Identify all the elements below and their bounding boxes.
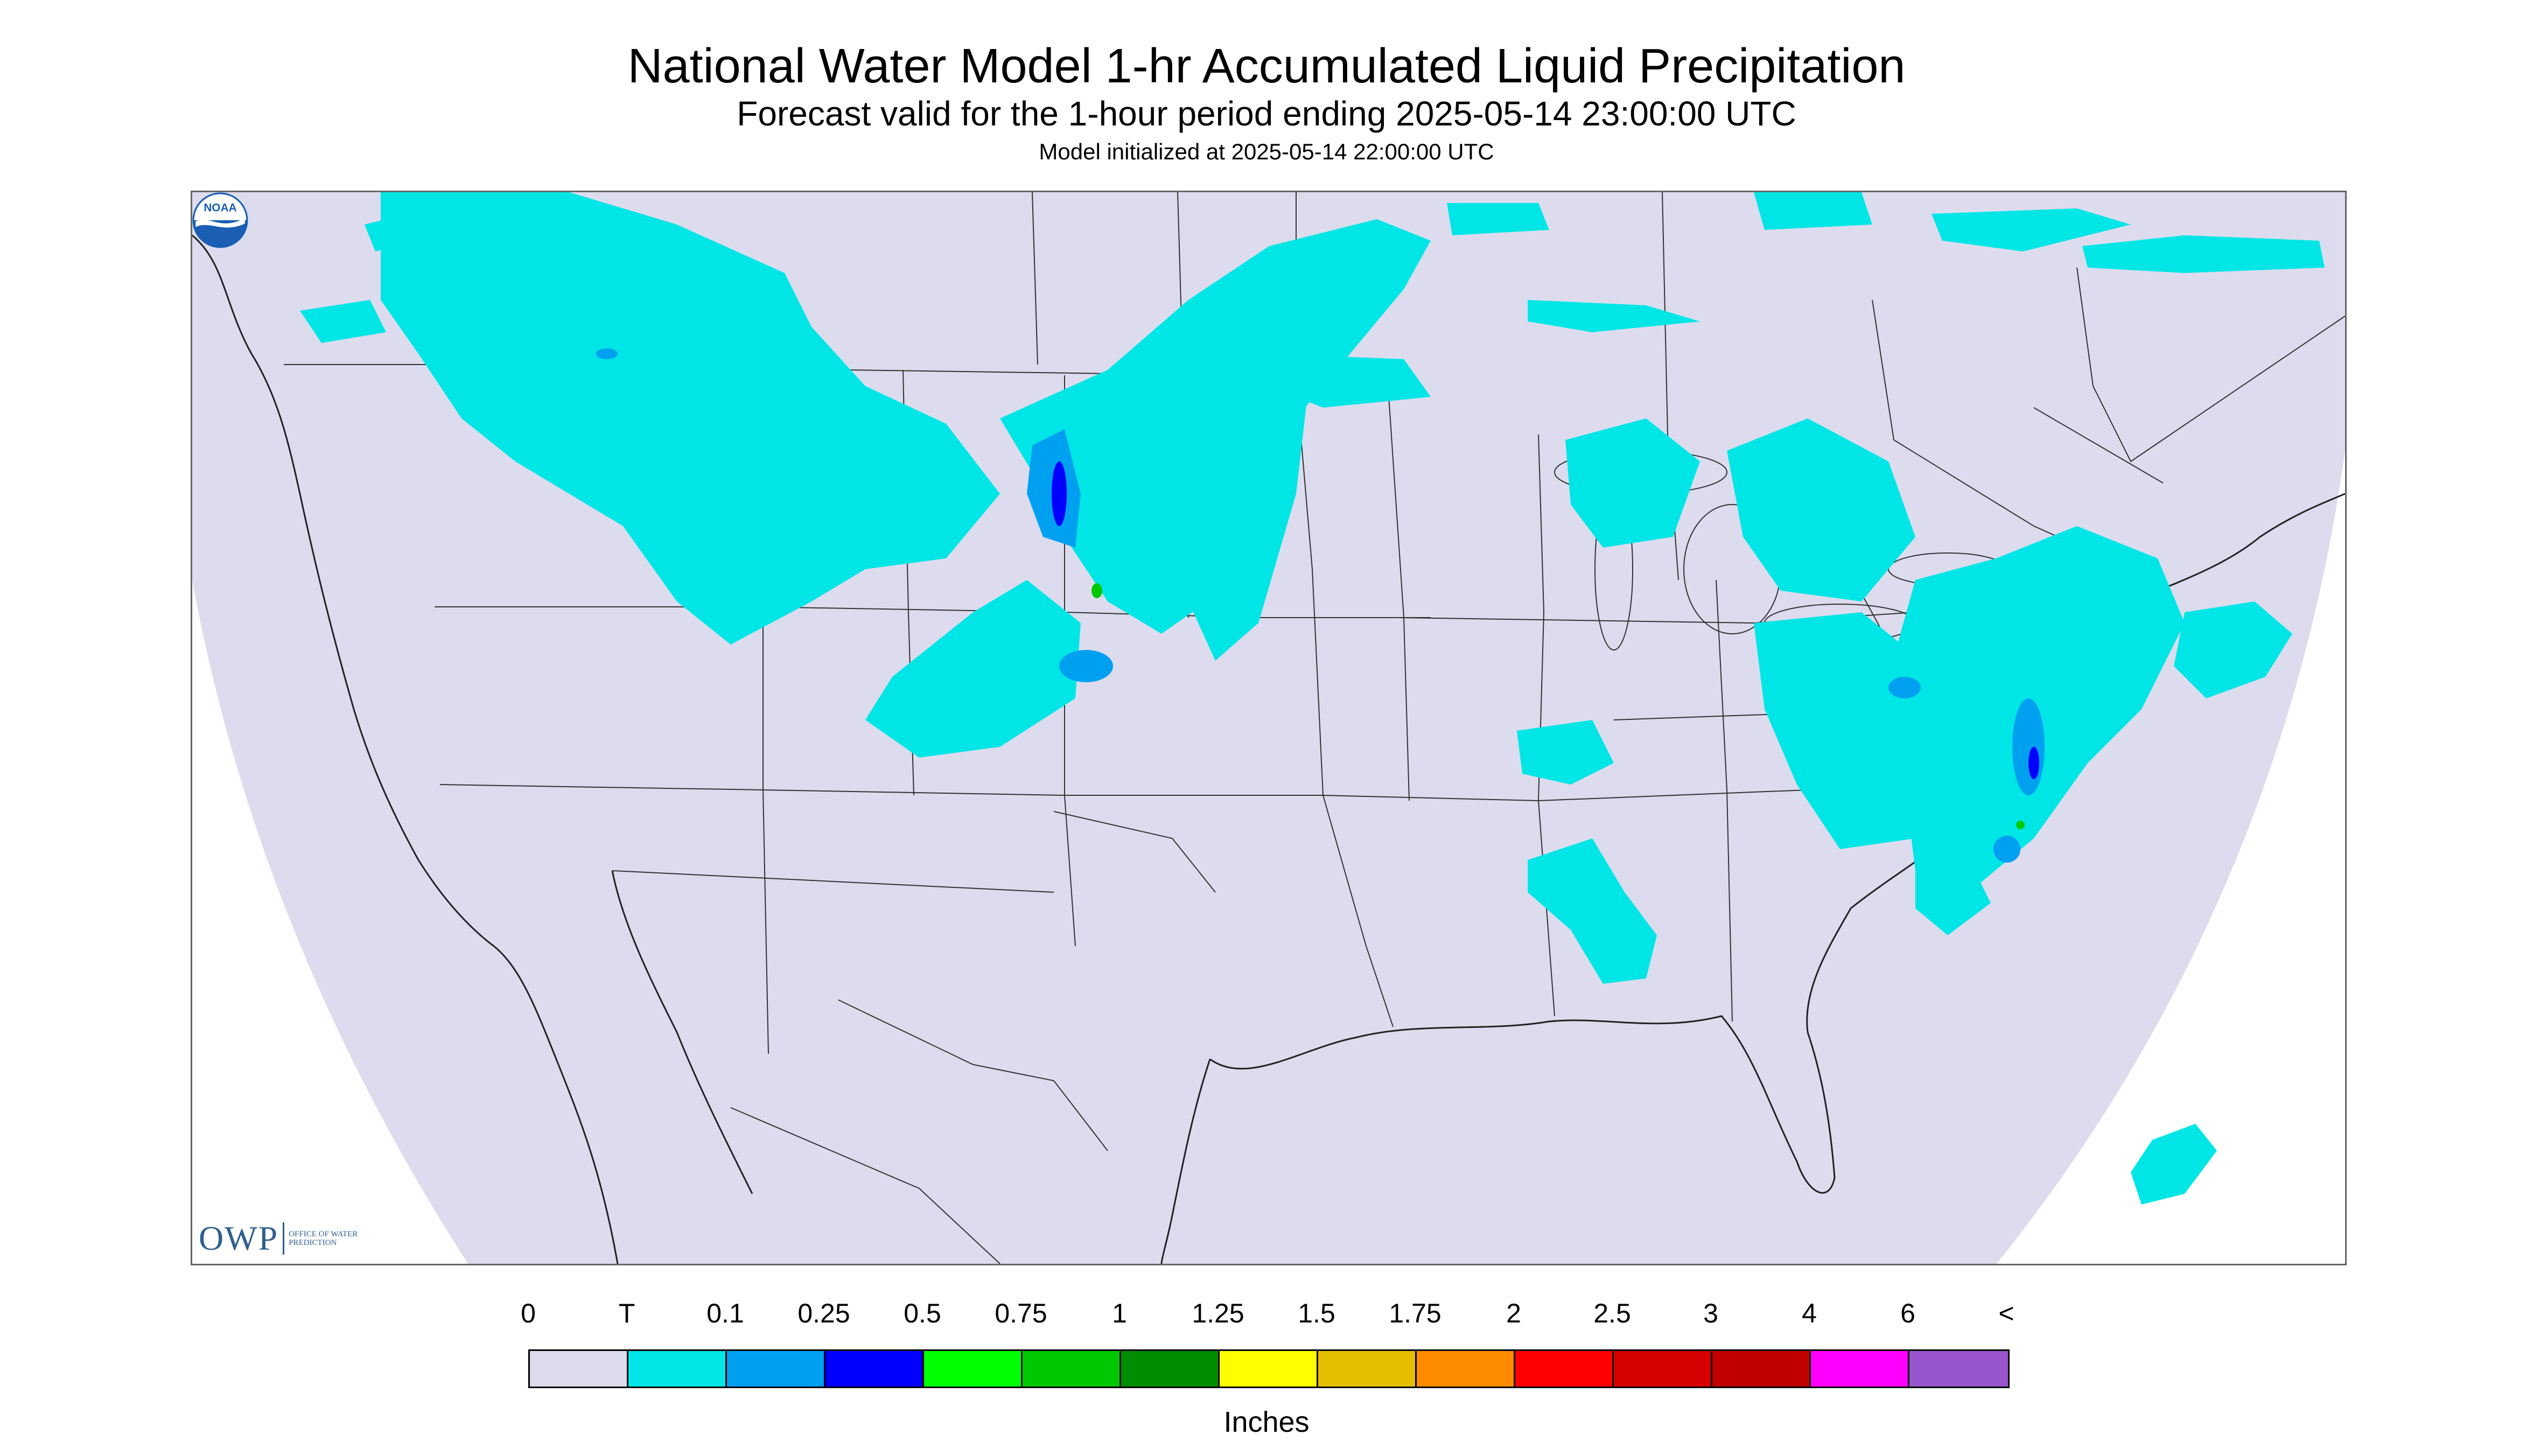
page-title: National Water Model 1-hr Accumulated Li…: [627, 39, 1906, 93]
legend-swatch: [1220, 1351, 1318, 1387]
legend-label: 0.25: [797, 1298, 850, 1328]
legend-swatch: [924, 1351, 1023, 1387]
owp-logo-divider: [283, 1222, 285, 1255]
page-subtitle: Forecast valid for the 1-hour period end…: [737, 94, 1796, 133]
model-initialized-text: Model initialized at 2025-05-14 22:00:00…: [1039, 139, 1494, 164]
legend-label: 2: [1506, 1298, 1521, 1328]
legend-swatch: [1417, 1351, 1515, 1387]
legend-label: 2.5: [1593, 1298, 1631, 1328]
legend-label: 1.25: [1192, 1298, 1244, 1328]
legend-labels: 0 T 0.1 0.25 0.5 0.75 1 1.25 1.5 1.75 2 2.5 3 4 6 <: [0, 1298, 2533, 1335]
legend-swatch: [1712, 1351, 1811, 1387]
legend-label: <: [1998, 1298, 2014, 1328]
legend-label: 0.5: [904, 1298, 941, 1328]
noaa-logo-icon: NOAA: [192, 192, 248, 248]
legend-label: 3: [1703, 1298, 1718, 1328]
legend-label: 1: [1112, 1298, 1127, 1328]
legend-label: 4: [1802, 1298, 1817, 1328]
legend-label: 1.5: [1298, 1298, 1335, 1328]
legend-label: 1.75: [1389, 1298, 1442, 1328]
legend-swatch: [1515, 1351, 1614, 1387]
legend-label: T: [618, 1298, 635, 1328]
legend-swatch: [1811, 1351, 1909, 1387]
legend-swatch: [1614, 1351, 1712, 1387]
owp-logo: OWP OFFICE OF WATER PREDICTION: [199, 1219, 364, 1258]
legend-label: 0.1: [706, 1298, 744, 1328]
precipitation-map[interactable]: OWP OFFICE OF WATER PREDICTION NOAA: [191, 191, 2347, 1265]
noaa-logo-text: NOAA: [204, 201, 236, 214]
legend-swatch: [530, 1351, 628, 1387]
legend-swatch: [1909, 1351, 2008, 1387]
legend-swatch: [1318, 1351, 1417, 1387]
owp-logo-text: OFFICE OF WATER PREDICTION: [289, 1230, 358, 1247]
legend-label: 0.75: [995, 1298, 1047, 1328]
precip-moderate: [1052, 461, 2039, 779]
legend-label: 0: [521, 1298, 536, 1328]
legend-swatch: [1023, 1351, 1121, 1387]
owp-logo-mark: OWP: [199, 1219, 279, 1257]
legend-label: 6: [1900, 1298, 1915, 1328]
legend-color-bar: [528, 1349, 2010, 1388]
legend-swatch: [1121, 1351, 1220, 1387]
legend-swatch: [825, 1351, 924, 1387]
legend-swatch: [628, 1351, 727, 1387]
legend-swatch: [727, 1351, 825, 1387]
precip-heavy: [1091, 583, 2025, 829]
map-canvas: [192, 192, 2345, 1264]
precip-trace: [300, 192, 2325, 1205]
legend-units: Inches: [1223, 1406, 1310, 1438]
